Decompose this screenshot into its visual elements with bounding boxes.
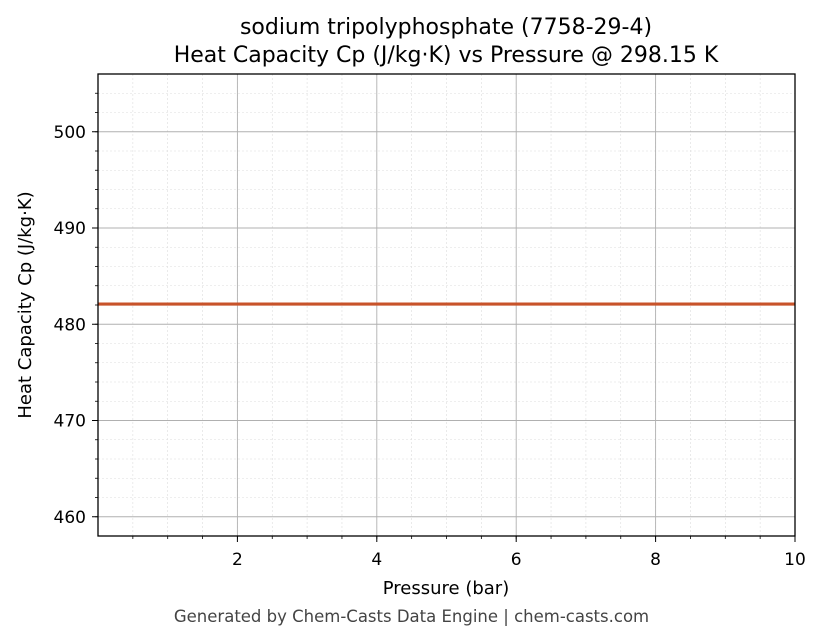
x-tick-label: 8 [650, 550, 661, 570]
axis-ticks: 2 4 6 8 10 460 470 480 490 500 [54, 92, 806, 570]
y-tick-label: 470 [54, 412, 86, 432]
x-tick-label: 6 [511, 550, 522, 570]
y-tick-label: 490 [54, 219, 86, 239]
chart-subtitle: Heat Capacity Cp (J/kg·K) vs Pressure @ … [174, 43, 719, 68]
y-axis-label: Heat Capacity Cp (J/kg·K) [15, 191, 36, 418]
footer-credit: Generated by Chem-Casts Data Engine | ch… [173, 607, 650, 626]
y-tick-label: 480 [54, 315, 86, 335]
y-tick-label: 460 [54, 508, 86, 528]
x-axis-label: Pressure (bar) [383, 578, 509, 599]
y-tick-label: 500 [54, 123, 86, 143]
chart-title: sodium tripolyphosphate (7758-29-4) [240, 15, 652, 40]
x-tick-label: 4 [371, 550, 382, 570]
x-tick-label: 2 [232, 550, 243, 570]
x-tick-label: 10 [784, 550, 806, 570]
